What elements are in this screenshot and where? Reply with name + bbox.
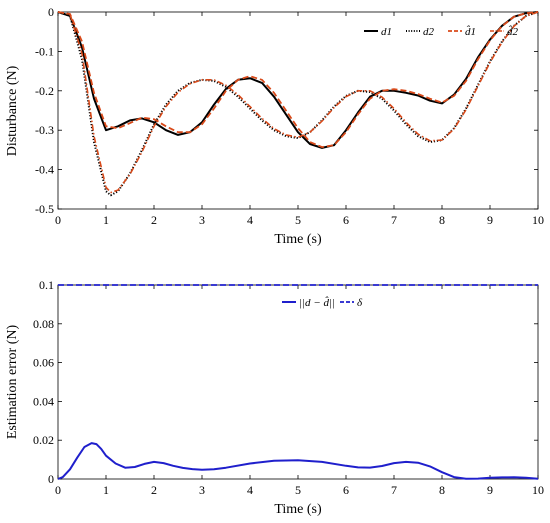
- legend-label: d1: [381, 26, 392, 38]
- x-tick-label: 9: [487, 483, 493, 497]
- legend-label: d̂1: [465, 25, 476, 38]
- y-tick-label: 0.08: [33, 317, 54, 331]
- series-layer: [57, 284, 539, 480]
- x-axis-label: Time (s): [274, 232, 322, 247]
- y-tick-label: 0: [48, 5, 54, 19]
- series-line-2: [57, 11, 539, 149]
- y-tick-label: 0.04: [33, 394, 54, 408]
- x-tick-label: 5: [295, 483, 301, 497]
- x-tick-label: 0: [55, 213, 61, 227]
- x-tick-label: 5: [295, 213, 301, 227]
- y-tick-label: 0: [48, 472, 54, 486]
- legend-label: d̂2: [507, 25, 519, 38]
- x-tick-label: 6: [343, 213, 349, 227]
- x-tick-label: 7: [391, 213, 397, 227]
- y-tick-label: -0.1: [35, 44, 54, 58]
- x-tick-label: 8: [439, 213, 445, 227]
- plot-area: [57, 284, 539, 480]
- x-tick-label: 4: [247, 483, 253, 497]
- estimation-error-chart: 0 1 2 3 4 5 6 7 8 9 10 0 0.02 0.04 0.06 0.08 0.1 Time (s…: [5, 278, 544, 517]
- x-tick-label: 2: [151, 483, 157, 497]
- y-tick-label: 0.02: [33, 433, 54, 447]
- tick-layer: 0 1 2 3 4 5 6 7 8 9 10 0 -0.1 -0.2 -0.3 -0.4 -0.5: [35, 5, 544, 227]
- y-tick-label: 0.06: [33, 356, 54, 370]
- y-tick-label: -0.4: [35, 163, 54, 177]
- x-tick-label: 1: [103, 483, 109, 497]
- x-tick-label: 1: [103, 213, 109, 227]
- y-tick-label: -0.5: [35, 202, 54, 216]
- x-tick-label: 0: [55, 483, 61, 497]
- x-tick-label: 10: [532, 483, 544, 497]
- x-tick-label: 6: [343, 483, 349, 497]
- x-axis-label: Time (s): [274, 502, 322, 517]
- series-line-0: [57, 442, 539, 480]
- series-line-3: [57, 11, 539, 194]
- x-tick-label: 7: [391, 483, 397, 497]
- x-tick-label: 10: [532, 213, 544, 227]
- disturbance-chart: 0 1 2 3 4 5 6 7 8 9 10 0 -0.1 -0.2 -0.3 -0.4 -0.5 Time (…: [5, 5, 544, 247]
- x-tick-label: 2: [151, 213, 157, 227]
- x-tick-label: 9: [487, 213, 493, 227]
- legend-label: ||d − d̂||: [299, 296, 335, 309]
- legend: ||d − d̂|| δ: [282, 296, 363, 309]
- x-tick-label: 4: [247, 213, 253, 227]
- series-line-1: [57, 11, 539, 197]
- x-tick-label: 3: [199, 483, 205, 497]
- legend: d1 d2 d̂1 d̂2: [364, 25, 519, 38]
- y-tick-label: -0.3: [35, 123, 54, 137]
- x-tick-label: 8: [439, 483, 445, 497]
- y-axis-label: Estimation error (N): [5, 325, 20, 440]
- y-tick-label: 0.1: [39, 278, 54, 292]
- y-tick-label: -0.2: [35, 84, 54, 98]
- legend-label: d2: [423, 26, 435, 38]
- series-layer: [57, 11, 539, 197]
- x-tick-label: 3: [199, 213, 205, 227]
- tick-layer: 0 1 2 3 4 5 6 7 8 9 10 0 0.02 0.04 0.06 0.08 0.1: [33, 278, 544, 497]
- legend-label: δ: [357, 297, 363, 309]
- y-axis-label: Disturbance (N): [5, 65, 20, 156]
